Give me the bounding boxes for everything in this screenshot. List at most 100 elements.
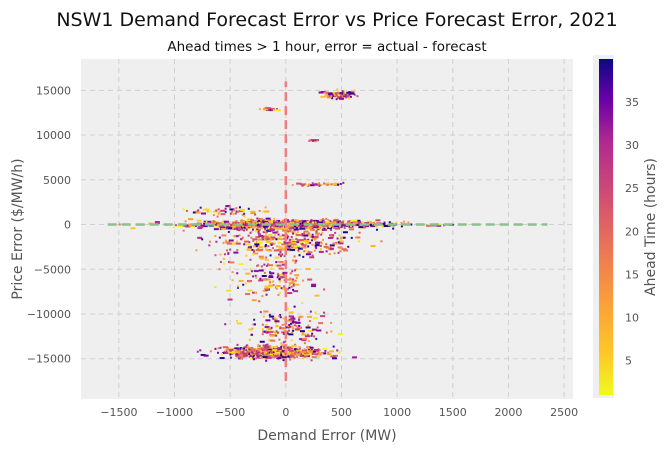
colorbar: [599, 59, 613, 395]
data-point: [272, 317, 275, 320]
data-point: [275, 261, 278, 264]
data-point: [217, 208, 220, 211]
data-point: [295, 238, 298, 241]
data-point: [277, 274, 283, 277]
data-point: [300, 239, 303, 242]
data-point: [289, 355, 295, 358]
data-point: [267, 226, 270, 229]
data-point: [277, 227, 283, 230]
data-point: [305, 226, 308, 229]
data-point: [307, 333, 310, 336]
data-point: [338, 242, 344, 245]
data-point: [327, 93, 333, 96]
data-point: [154, 222, 160, 225]
data-point: [278, 267, 284, 270]
data-point: [366, 225, 369, 228]
data-point: [289, 272, 292, 275]
data-point: [277, 274, 280, 277]
data-point: [335, 98, 338, 101]
data-point: [254, 274, 257, 277]
data-point: [241, 213, 244, 216]
data-point: [289, 277, 292, 280]
data-point: [304, 182, 307, 185]
data-point: [252, 291, 258, 294]
data-point: [288, 350, 294, 353]
data-point: [299, 241, 305, 244]
data-point: [248, 355, 254, 358]
data-point: [266, 107, 272, 110]
data-point: [320, 242, 323, 245]
y-tick-label: 0: [64, 219, 71, 232]
data-point: [320, 90, 326, 93]
data-point: [336, 88, 339, 91]
data-point: [285, 354, 288, 357]
y-axis-ticks: −15000 −10000 −5000 0 5000 10000 15000: [27, 84, 71, 365]
data-point: [265, 331, 271, 334]
data-point: [269, 254, 272, 257]
data-point: [209, 240, 212, 243]
data-point: [274, 233, 277, 236]
data-point: [283, 329, 286, 332]
data-point: [265, 240, 271, 243]
data-point: [273, 221, 276, 224]
data-point: [287, 231, 290, 234]
data-point: [250, 210, 256, 213]
data-point: [323, 221, 326, 224]
data-point: [130, 227, 136, 230]
data-point: [290, 317, 296, 320]
data-point: [274, 320, 280, 323]
data-point: [223, 220, 229, 223]
data-point: [256, 264, 259, 267]
data-point: [289, 238, 292, 241]
data-point: [259, 223, 262, 226]
data-point: [327, 247, 330, 250]
data-point: [325, 250, 328, 253]
data-point: [286, 230, 292, 233]
data-point: [245, 349, 248, 352]
data-point: [269, 281, 272, 284]
data-point: [288, 283, 291, 286]
data-point: [332, 226, 338, 229]
data-point: [265, 293, 268, 296]
data-point: [278, 245, 281, 248]
data-point: [383, 225, 389, 228]
data-point: [251, 299, 257, 302]
x-tick-label: 2000: [494, 406, 522, 419]
data-point: [325, 217, 328, 220]
data-point: [278, 315, 281, 318]
data-point: [323, 225, 326, 228]
data-point: [225, 348, 231, 351]
data-point: [296, 234, 302, 237]
data-point: [366, 220, 372, 223]
data-point: [302, 331, 305, 334]
data-point: [235, 350, 241, 353]
data-point: [392, 227, 395, 230]
data-point: [286, 278, 292, 281]
data-point: [293, 255, 296, 258]
data-point: [313, 238, 316, 241]
data-point: [261, 347, 267, 350]
data-point: [282, 229, 288, 232]
data-point: [259, 257, 265, 260]
data-point: [306, 315, 312, 318]
data-point: [293, 350, 296, 353]
data-point: [240, 350, 243, 353]
data-point: [257, 230, 260, 233]
data-point: [308, 340, 311, 343]
data-point: [303, 240, 309, 243]
data-point: [264, 227, 267, 230]
data-point: [328, 253, 331, 256]
data-point: [215, 240, 218, 243]
data-point: [300, 234, 303, 237]
data-point: [254, 224, 260, 227]
data-point: [301, 232, 304, 235]
data-point: [313, 223, 319, 226]
data-point: [216, 215, 219, 218]
data-point: [275, 348, 281, 351]
data-point: [269, 315, 275, 318]
data-point: [197, 227, 203, 230]
data-point: [273, 334, 276, 337]
data-point: [286, 320, 292, 323]
data-point: [254, 213, 257, 216]
data-point: [365, 224, 368, 227]
